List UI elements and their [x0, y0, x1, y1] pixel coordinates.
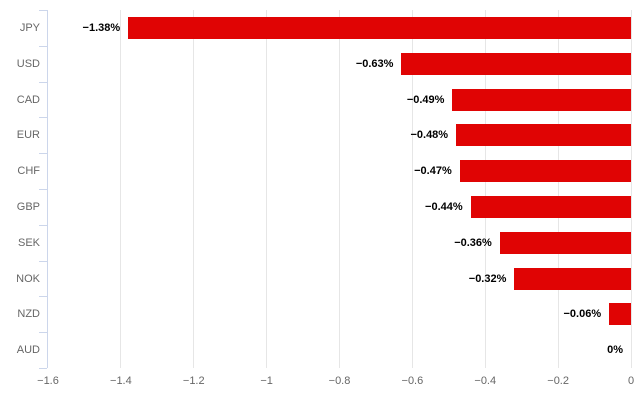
category-label-nok: NOK — [16, 272, 40, 285]
gridline-−0.4 — [484, 10, 486, 368]
category-label-eur: EUR — [16, 129, 40, 142]
x-axis-label-−1.6: −1.6 — [37, 375, 59, 387]
category-axis-tick — [39, 260, 47, 262]
value-label-aud: 0% — [607, 344, 623, 357]
value-label-eur: −0.48% — [410, 129, 449, 142]
x-axis-label-−1: −1 — [260, 375, 273, 387]
gridline-−1.2 — [193, 10, 195, 368]
category-axis-tick — [39, 224, 47, 226]
x-axis-label-−0.2: −0.2 — [547, 375, 569, 387]
category-axis-tick — [39, 117, 47, 119]
bar-nok[interactable] — [514, 267, 631, 290]
x-axis-label-−1.2: −1.2 — [182, 375, 205, 387]
category-axis-tick — [39, 153, 47, 155]
value-label-usd: −0.63% — [355, 57, 394, 70]
gridline-−0.8 — [339, 10, 340, 368]
category-axis-line — [47, 10, 48, 368]
x-axis-label-−0.8: −0.8 — [328, 375, 351, 387]
category-label-sek: SEK — [17, 236, 40, 249]
gridline-0 — [630, 10, 632, 368]
bar-usd[interactable] — [401, 52, 631, 75]
gridline-−0.2 — [557, 10, 559, 368]
category-axis-tick — [39, 10, 47, 11]
category-axis-tick — [39, 332, 47, 334]
category-axis-tick — [39, 45, 47, 47]
category-label-cad: CAD — [16, 93, 40, 106]
x-axis-label-−0.6: −0.6 — [401, 375, 424, 387]
value-label-chf: −0.47% — [414, 165, 452, 178]
gridline-−1.4 — [120, 10, 122, 368]
category-axis-tick — [39, 81, 47, 83]
bar-chf[interactable] — [459, 160, 631, 183]
gridline-−1 — [266, 10, 268, 368]
bar-sek[interactable] — [499, 231, 631, 254]
value-label-sek: −0.36% — [454, 236, 492, 249]
category-label-nzd: NZD — [17, 308, 40, 321]
gridline-−0.6 — [411, 10, 413, 368]
category-axis-tick — [39, 368, 47, 369]
value-label-nok: −0.32% — [468, 272, 507, 285]
x-axis-label-−0.4: −0.4 — [474, 375, 497, 387]
bar-cad[interactable] — [452, 88, 631, 111]
bar-jpy[interactable] — [128, 16, 631, 39]
category-label-usd: USD — [16, 57, 40, 70]
category-label-aud: AUD — [16, 344, 40, 357]
value-label-gbp: −0.44% — [425, 200, 463, 213]
bar-eur[interactable] — [456, 124, 631, 147]
value-label-cad: −0.49% — [406, 93, 445, 106]
category-label-chf: CHF — [17, 165, 40, 178]
category-axis-tick — [39, 189, 47, 190]
bar-gbp[interactable] — [470, 195, 631, 218]
x-axis-label-−1.4: −1.4 — [110, 375, 132, 387]
value-label-nzd: −0.06% — [563, 308, 602, 321]
category-axis-tick — [39, 296, 47, 298]
x-axis-label-0: 0 — [627, 375, 635, 387]
value-label-jpy: −1.38% — [82, 21, 121, 34]
category-label-gbp: GBP — [16, 200, 40, 213]
bar-nzd[interactable] — [609, 303, 631, 326]
category-label-jpy: JPY — [19, 21, 40, 34]
